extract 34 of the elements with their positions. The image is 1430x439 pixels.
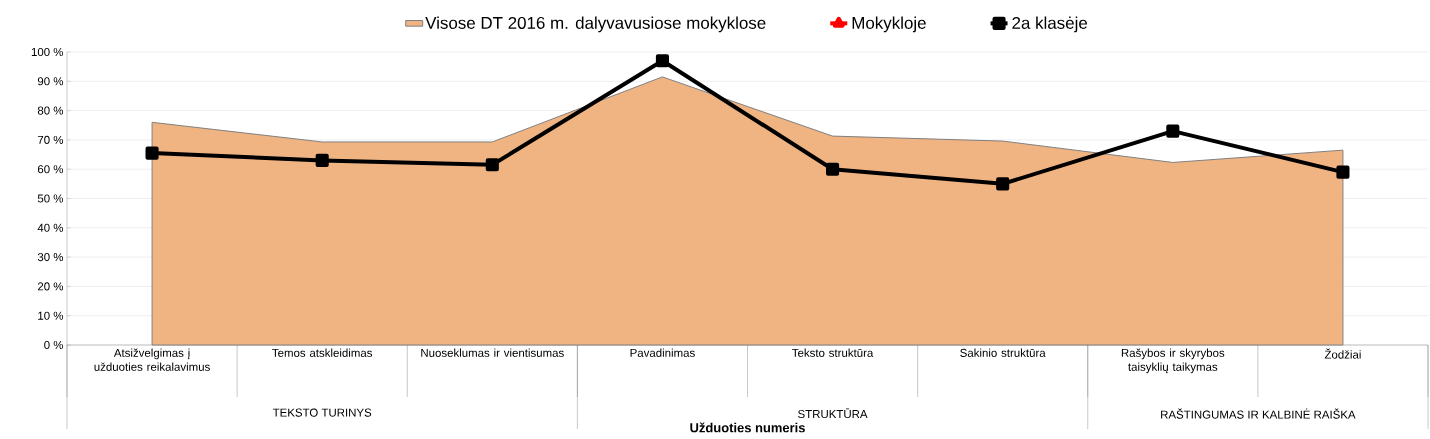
point — [1336, 165, 1350, 179]
x-tick-label: Pavadinimas — [630, 348, 695, 357]
x-tick-label: Atsižvelgimas į užduoties reikalavimus — [94, 348, 210, 371]
y-tick-label: 60 % — [37, 165, 64, 174]
y-tick-label: 10 % — [38, 311, 64, 320]
y-tick-label: 50 % — [37, 194, 64, 203]
y-tick-label: 30 % — [37, 253, 64, 262]
point — [315, 153, 329, 167]
legend-label: Mokykloje — [852, 16, 926, 33]
point — [485, 158, 499, 172]
legend-label: Visose DT 2016 m. dalyvavusiose mokyklose — [425, 16, 766, 33]
point — [1166, 124, 1180, 138]
point — [996, 177, 1010, 191]
point — [826, 162, 840, 176]
x-tick-label: Rašybos ir skyrybos taisyklių taikymas — [1121, 348, 1225, 374]
x-tick-label: Žodžiai — [1324, 348, 1361, 359]
x-tick-label: Temos atskleidimas — [272, 348, 373, 357]
y-tick-label: 100 % — [31, 47, 64, 57]
text: RAŠTINGUMAS IR KALBINĖ RAIŠKA — [1161, 408, 1356, 419]
point — [145, 146, 159, 160]
x-tick-label: Teksto struktūra — [792, 348, 874, 357]
text: STRUKTŪRA — [798, 408, 868, 419]
y-tick-label: 70 % — [37, 135, 64, 144]
y-tick-label: 20 % — [37, 282, 64, 291]
point — [655, 54, 669, 68]
y-tick-label: 80 % — [37, 106, 64, 115]
y-tick-label: 0 % — [44, 340, 64, 350]
legend-label: 2a klasėje — [1012, 16, 1088, 33]
x-axis-title: Užduoties numeris — [690, 422, 805, 433]
y-tick-label: 40 % — [37, 223, 64, 232]
y-tick-label: 90 % — [37, 77, 64, 86]
x-tick-label: Sakinio struktūra — [960, 348, 1046, 357]
x-tick-label: Nuoseklumas ir vientisumas — [421, 348, 564, 357]
text: TEKSTO TURINYS — [272, 408, 372, 417]
